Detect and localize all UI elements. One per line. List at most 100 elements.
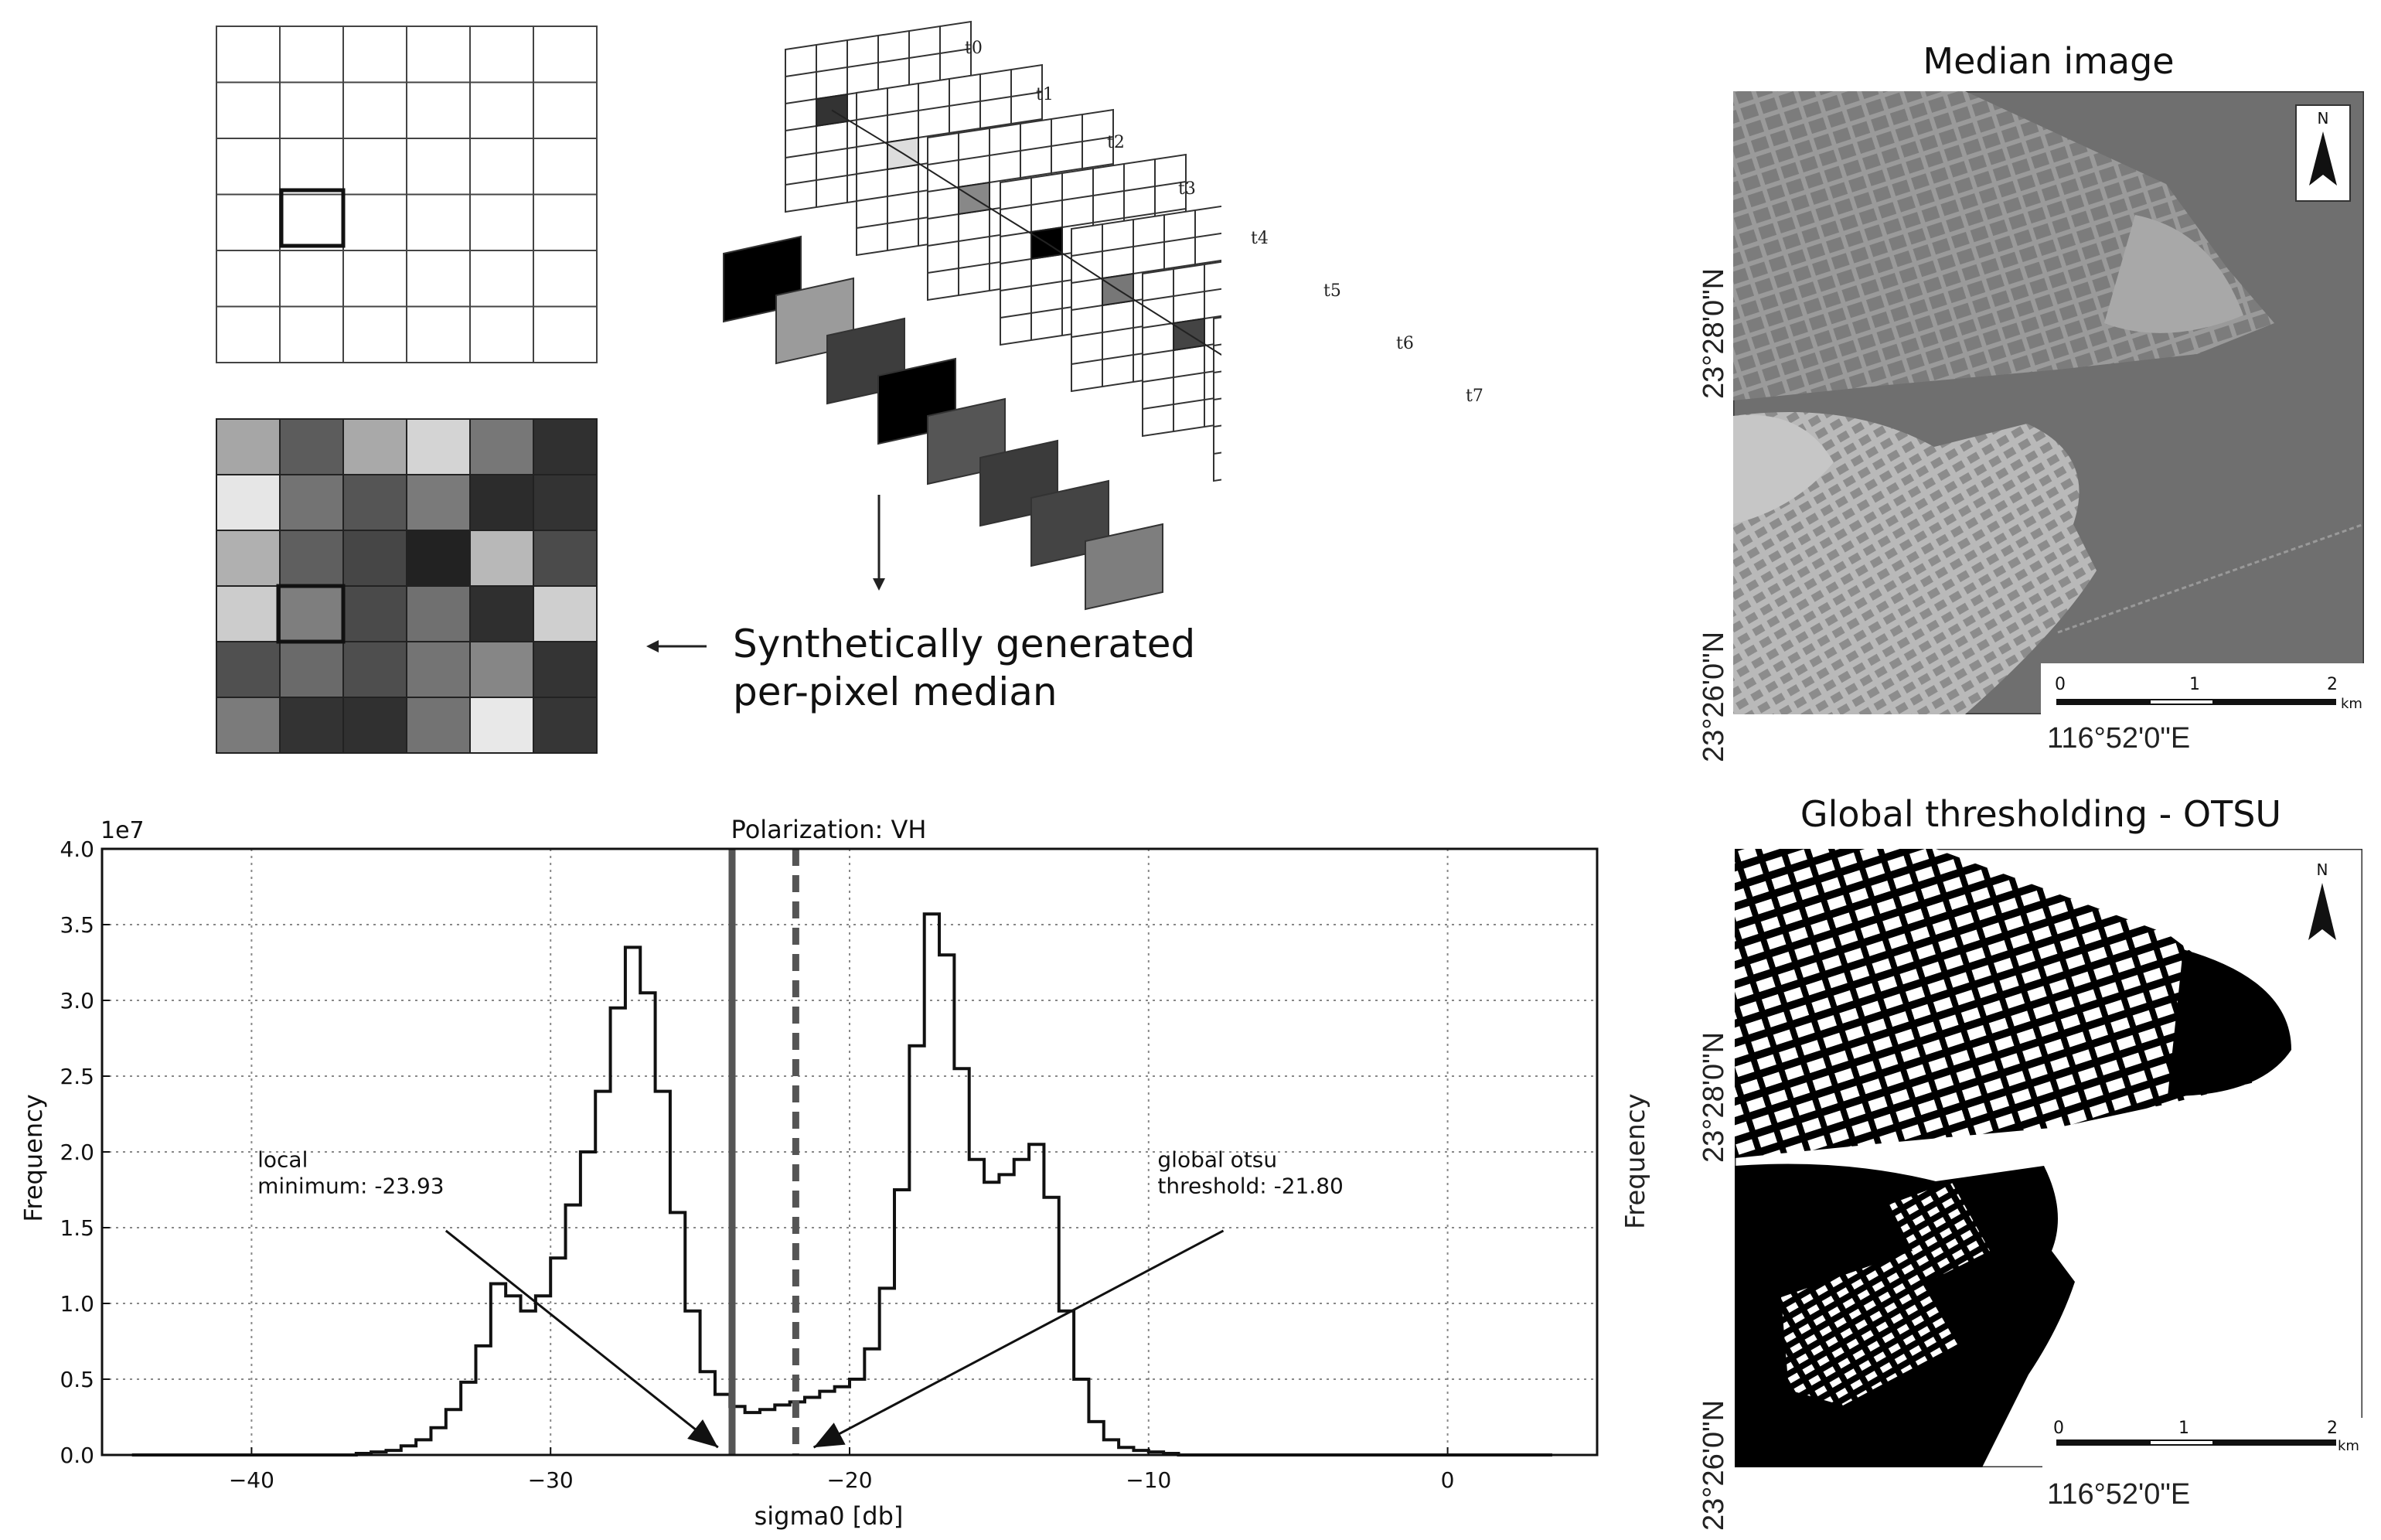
grid-cell — [216, 250, 281, 308]
grid-cell — [469, 138, 534, 196]
scale-bar-white-segment — [2151, 700, 2212, 704]
grid-cell — [216, 138, 281, 196]
grid-cell — [279, 138, 344, 196]
grid-cell — [533, 193, 598, 251]
median-cell — [406, 530, 471, 587]
time-step-label: t5 — [1323, 281, 1341, 301]
median-cell — [342, 474, 407, 531]
grid-cell — [469, 26, 534, 83]
otsu-lat-top: 23°28'0"N — [1698, 1031, 1730, 1163]
land-urban-south — [1733, 412, 2097, 714]
map-road — [2057, 523, 2364, 634]
chart-grid — [102, 848, 1597, 1456]
grid-cell — [533, 26, 598, 83]
annotation-text: global otsu — [1157, 1147, 1277, 1173]
median-cell — [279, 641, 344, 698]
time-step-grid — [1213, 316, 1221, 482]
y-tick-label: 2.5 — [60, 1064, 94, 1089]
median-cell — [406, 697, 471, 754]
time-step-label: t3 — [1178, 179, 1196, 199]
median-composite-diagram — [216, 20, 1221, 754]
caption-line-1: Synthetically generated — [733, 622, 1196, 666]
median-cell — [406, 418, 471, 475]
y-tick-label: 3.0 — [60, 988, 94, 1014]
otsu-lat-bottom: 23°26'0"N — [1698, 1399, 1730, 1531]
median-caption: Synthetically generated per-pixel median — [733, 620, 1195, 716]
grid-cell — [342, 305, 407, 363]
x-tick-label: −20 — [826, 1467, 872, 1493]
pixel-swatch — [1085, 523, 1163, 611]
grid-cell — [469, 193, 534, 251]
otsu-side-frequency-label: Frequency — [1620, 1093, 1651, 1229]
median-cell — [469, 418, 534, 475]
annotation-arrowhead — [687, 1419, 718, 1448]
median-cell — [216, 418, 281, 475]
north-letter: N — [2318, 109, 2329, 128]
x-axis-label: sigma0 [db] — [754, 1501, 904, 1531]
median-selected-pixel-outline — [276, 584, 346, 644]
otsu-dark-patch — [2168, 949, 2291, 1096]
grid-line — [1142, 288, 1221, 302]
y-tick-label: 0.5 — [60, 1367, 94, 1392]
x-tick-label: 0 — [1441, 1467, 1455, 1493]
grid-cell — [279, 81, 344, 139]
grid-cell — [342, 81, 407, 139]
grid-cell — [533, 305, 598, 363]
single-image-grid — [216, 26, 598, 363]
otsu-north-arrow-icon — [2308, 883, 2336, 940]
y-tick-label: 2.0 — [60, 1140, 94, 1165]
median-cell — [216, 697, 281, 754]
median-cell — [469, 697, 534, 754]
median-result-grid — [216, 418, 598, 754]
median-cell — [533, 585, 598, 642]
chart-title: Polarization: VH — [731, 815, 927, 844]
time-step-label: t0 — [965, 39, 983, 58]
time-step-label: t1 — [1036, 85, 1054, 104]
pixel-value-swatches — [723, 235, 1163, 611]
scale-tick-1: 1 — [2189, 675, 2200, 694]
grid-cell — [406, 193, 471, 251]
grid-cell — [216, 26, 281, 83]
time-step-label: t6 — [1396, 334, 1414, 353]
grid-cell — [279, 193, 344, 251]
median-cell — [279, 697, 344, 754]
median-cell — [469, 641, 534, 698]
median-cell — [279, 530, 344, 587]
median-cell — [342, 418, 407, 475]
grid-cell — [342, 193, 407, 251]
y-axis-label: Frequency — [19, 1094, 48, 1221]
median-map-title: Median image — [1923, 40, 2175, 82]
grid-cell — [342, 250, 407, 308]
time-step-label: t4 — [1251, 229, 1269, 248]
y-axis-ticks: 0.0 0.5 1.0 1.5 2.0 2.5 3.0 3.5 4.0 — [60, 836, 110, 1468]
north-arrow-icon — [2309, 131, 2337, 186]
coastal-flat — [2104, 215, 2243, 333]
otsu-thresholding-map: N 0 1 2 km — [1735, 849, 2362, 1467]
y-tick-label: 1.0 — [60, 1291, 94, 1317]
grid-cell — [279, 26, 344, 83]
median-cell — [469, 530, 534, 587]
grid-cell — [279, 250, 344, 308]
grid-cell — [406, 250, 471, 308]
otsu-north-letter: N — [2317, 860, 2328, 879]
median-cell — [342, 641, 407, 698]
grid-cell — [216, 193, 281, 251]
annotation-text: threshold: -21.80 — [1157, 1174, 1343, 1199]
otsu-scale-unit: km — [2338, 1438, 2359, 1454]
median-cell — [406, 474, 471, 531]
y-multiplier: 1e7 — [100, 817, 145, 844]
grid-line — [1142, 369, 1221, 383]
grid-cell — [406, 81, 471, 139]
median-cell — [279, 418, 344, 475]
otsu-scale-tick-2: 2 — [2327, 1419, 2338, 1438]
otsu-scale-tick-0: 0 — [2053, 1419, 2064, 1438]
annotation-arrowhead — [813, 1422, 846, 1448]
median-cell — [279, 585, 344, 642]
median-lat-top: 23°28'0"N — [1698, 267, 1730, 399]
time-step-label: t7 — [1466, 387, 1483, 406]
time-step-grid — [1142, 261, 1221, 438]
median-cell — [469, 474, 534, 531]
bright-land-patch — [1733, 414, 1834, 524]
x-tick-label: −10 — [1126, 1467, 1171, 1493]
median-cell — [533, 697, 598, 754]
